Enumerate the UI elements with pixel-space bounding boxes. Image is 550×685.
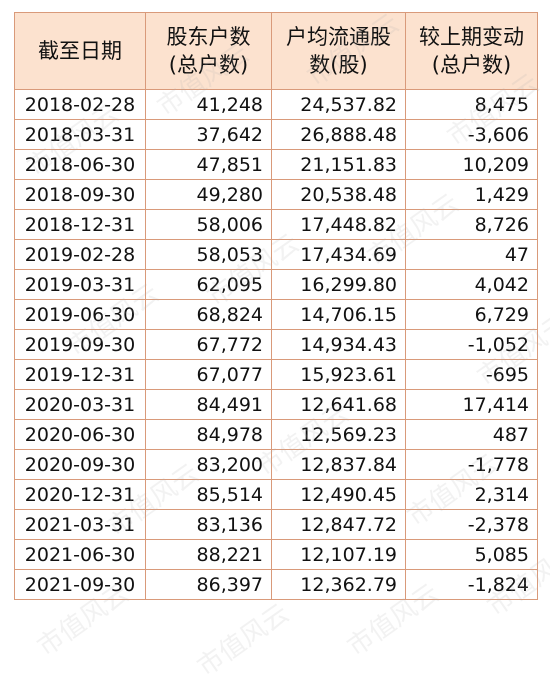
cell-avg-shares: 12,641.68: [271, 389, 406, 420]
table-row: 2020-09-30 83,200 12,837.84 -1,778: [14, 449, 538, 480]
shareholder-table: 截至日期 股东户数 (总户数) 户均流通股 数(股) 较上期变动 (总户数) 2018…: [14, 12, 538, 600]
cell-avg-shares: 16,299.80: [271, 269, 406, 300]
table-row: 2018-03-31 37,642 26,888.48 -3,606: [14, 119, 538, 150]
table-row: 2021-03-31 83,136 12,847.72 -2,378: [14, 509, 538, 540]
cell-change: -1,824: [405, 569, 538, 600]
cell-avg-shares: 12,837.84: [271, 449, 406, 480]
header-avg-shares: 户均流通股 数(股): [271, 12, 406, 90]
table-row: 2021-09-30 86,397 12,362.79 -1,824: [14, 569, 538, 600]
cell-date: 2020-06-30: [14, 419, 146, 450]
cell-change: -1,052: [405, 329, 538, 360]
table-row: 2019-03-31 62,095 16,299.80 4,042: [14, 269, 538, 300]
cell-date: 2021-03-31: [14, 509, 146, 540]
cell-holder-count: 86,397: [145, 569, 272, 600]
watermark-text: 市值风云: [192, 598, 295, 683]
cell-change: 8,475: [405, 89, 538, 120]
table-row: 2020-03-31 84,491 12,641.68 17,414: [14, 389, 538, 420]
cell-avg-shares: 24,537.82: [271, 89, 406, 120]
cell-holder-count: 83,136: [145, 509, 272, 540]
header-row: 截至日期 股东户数 (总户数) 户均流通股 数(股) 较上期变动 (总户数): [14, 12, 538, 90]
header-holder-count: 股东户数 (总户数): [145, 12, 272, 90]
cell-change: -695: [405, 359, 538, 390]
table-row: 2018-12-31 58,006 17,448.82 8,726: [14, 209, 538, 240]
cell-date: 2020-12-31: [14, 479, 146, 510]
cell-date: 2021-09-30: [14, 569, 146, 600]
cell-avg-shares: 12,362.79: [271, 569, 406, 600]
cell-change: 5,085: [405, 539, 538, 570]
cell-holder-count: 84,491: [145, 389, 272, 420]
cell-avg-shares: 14,934.43: [271, 329, 406, 360]
cell-avg-shares: 21,151.83: [271, 149, 406, 180]
cell-date: 2018-02-28: [14, 89, 146, 120]
header-date: 截至日期: [14, 12, 146, 90]
cell-change: 6,729: [405, 299, 538, 330]
cell-date: 2019-12-31: [14, 359, 146, 390]
cell-avg-shares: 20,538.48: [271, 179, 406, 210]
cell-holder-count: 67,772: [145, 329, 272, 360]
header-change: 较上期变动 (总户数): [405, 12, 538, 90]
cell-holder-count: 47,851: [145, 149, 272, 180]
cell-holder-count: 58,053: [145, 239, 272, 270]
cell-date: 2018-09-30: [14, 179, 146, 210]
cell-date: 2018-12-31: [14, 209, 146, 240]
cell-holder-count: 62,095: [145, 269, 272, 300]
table-row: 2019-02-28 58,053 17,434.69 47: [14, 239, 538, 270]
cell-holder-count: 58,006: [145, 209, 272, 240]
cell-change: 487: [405, 419, 538, 450]
cell-avg-shares: 26,888.48: [271, 119, 406, 150]
table-row: 2020-06-30 84,978 12,569.23 487: [14, 419, 538, 450]
cell-holder-count: 49,280: [145, 179, 272, 210]
cell-date: 2018-03-31: [14, 119, 146, 150]
table-row: 2020-12-31 85,514 12,490.45 2,314: [14, 479, 538, 510]
table-row: 2019-06-30 68,824 14,706.15 6,729: [14, 299, 538, 330]
table-row: 2019-09-30 67,772 14,934.43 -1,052: [14, 329, 538, 360]
cell-change: -2,378: [405, 509, 538, 540]
cell-avg-shares: 14,706.15: [271, 299, 406, 330]
cell-holder-count: 68,824: [145, 299, 272, 330]
cell-holder-count: 84,978: [145, 419, 272, 450]
cell-avg-shares: 12,847.72: [271, 509, 406, 540]
cell-holder-count: 88,221: [145, 539, 272, 570]
cell-change: 4,042: [405, 269, 538, 300]
cell-date: 2018-06-30: [14, 149, 146, 180]
cell-change: 2,314: [405, 479, 538, 510]
table-row: 2018-09-30 49,280 20,538.48 1,429: [14, 179, 538, 210]
table-row: 2019-12-31 67,077 15,923.61 -695: [14, 359, 538, 390]
cell-holder-count: 83,200: [145, 449, 272, 480]
cell-avg-shares: 17,434.69: [271, 239, 406, 270]
cell-change: 1,429: [405, 179, 538, 210]
cell-date: 2020-03-31: [14, 389, 146, 420]
cell-holder-count: 85,514: [145, 479, 272, 510]
table-row: 2018-02-28 41,248 24,537.82 8,475: [14, 89, 538, 120]
cell-holder-count: 67,077: [145, 359, 272, 390]
cell-change: -1,778: [405, 449, 538, 480]
table-row: 2018-06-30 47,851 21,151.83 10,209: [14, 149, 538, 180]
cell-date: 2019-03-31: [14, 269, 146, 300]
cell-date: 2019-02-28: [14, 239, 146, 270]
cell-change: 8,726: [405, 209, 538, 240]
cell-avg-shares: 15,923.61: [271, 359, 406, 390]
cell-change: 47: [405, 239, 538, 270]
table-row: 2021-06-30 88,221 12,107.19 5,085: [14, 539, 538, 570]
table-body: 2018-02-28 41,248 24,537.82 8,475 2018-03-31…: [14, 89, 538, 600]
cell-avg-shares: 17,448.82: [271, 209, 406, 240]
cell-date: 2019-06-30: [14, 299, 146, 330]
cell-change: 17,414: [405, 389, 538, 420]
cell-date: 2020-09-30: [14, 449, 146, 480]
cell-date: 2021-06-30: [14, 539, 146, 570]
cell-date: 2019-09-30: [14, 329, 146, 360]
cell-holder-count: 41,248: [145, 89, 272, 120]
cell-avg-shares: 12,490.45: [271, 479, 406, 510]
cell-change: 10,209: [405, 149, 538, 180]
cell-holder-count: 37,642: [145, 119, 272, 150]
cell-avg-shares: 12,107.19: [271, 539, 406, 570]
cell-change: -3,606: [405, 119, 538, 150]
cell-avg-shares: 12,569.23: [271, 419, 406, 450]
